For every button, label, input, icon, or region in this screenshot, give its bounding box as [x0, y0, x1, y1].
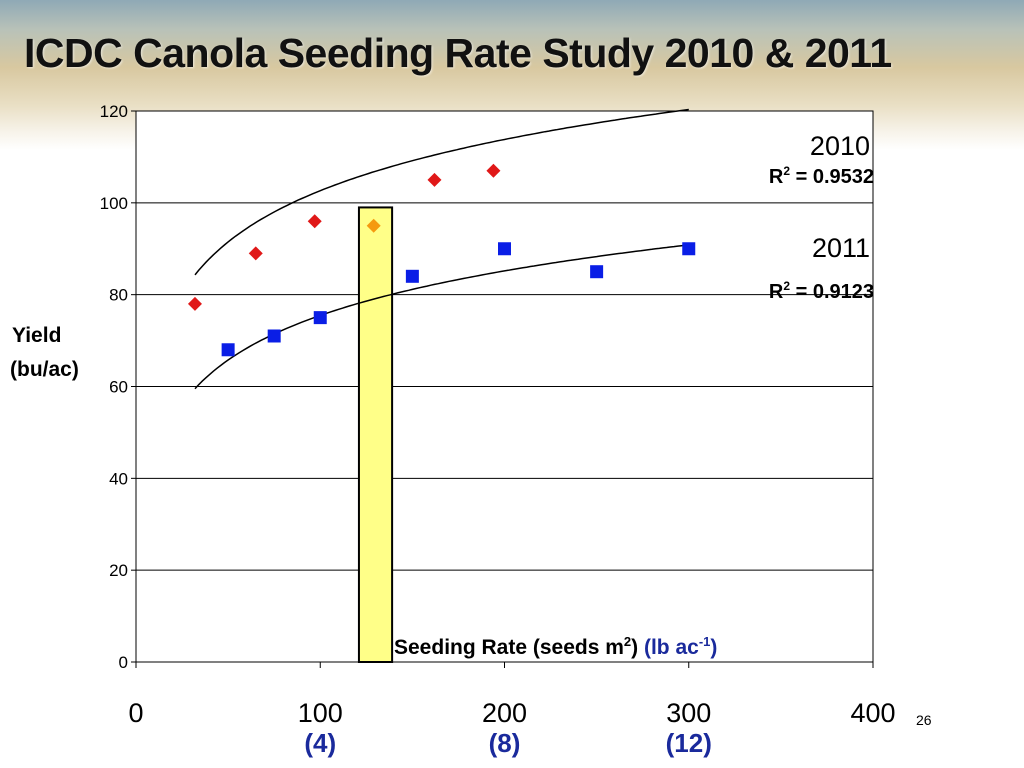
- point-2011-2: [313, 311, 327, 325]
- x-axis-title: Seeding Rate (seeds m2) (lb ac-1): [394, 634, 717, 659]
- series-label-2011: 2011: [812, 233, 870, 263]
- r2-prefix: R: [769, 166, 784, 188]
- point-2011-1: [267, 329, 281, 343]
- ytick-label-20: 20: [109, 561, 128, 580]
- y-axis-title-line2: (bu/ac): [10, 358, 79, 381]
- r2-prefix: R: [769, 281, 784, 303]
- xtick-lb-label-100: (4): [304, 728, 336, 758]
- ytick-label-80: 80: [109, 286, 128, 305]
- point-2011-6: [682, 242, 696, 256]
- x-axis-title-main: Seeding Rate (seeds m: [394, 636, 624, 659]
- ytick-label-100: 100: [100, 194, 128, 213]
- xtick-label-200: 200: [482, 698, 527, 728]
- ytick-label-60: 60: [109, 378, 128, 397]
- y-axis-title-line1: Yield: [12, 324, 61, 347]
- r2-label-2010: R2 = 0.9532: [769, 164, 874, 188]
- point-2011-4: [498, 242, 511, 256]
- trendline-2010: [194, 108, 689, 276]
- x-axis-title-alt-sup: -1: [699, 634, 711, 649]
- ytick-label-40: 40: [109, 469, 128, 488]
- r2-label-2011: R2 = 0.9123: [769, 279, 874, 303]
- point-2011-5: [590, 265, 604, 279]
- x-axis-title-alt-close: ): [710, 636, 717, 659]
- x-axis-title-alt: (lb ac: [644, 636, 699, 659]
- xtick-label-0: 0: [128, 698, 143, 728]
- r2-value: = 0.9123: [790, 281, 874, 303]
- xtick-label-300: 300: [666, 698, 711, 728]
- ytick-label-120: 120: [100, 102, 128, 121]
- r2-value: = 0.9532: [790, 166, 874, 188]
- ytick-label-0: 0: [119, 653, 128, 672]
- point-2010-0: [187, 296, 202, 311]
- r2-superscript: 2: [783, 279, 790, 293]
- r2-superscript: 2: [783, 164, 790, 178]
- point-2010-3: [427, 172, 442, 187]
- point-2011-3: [405, 269, 419, 283]
- page-title: ICDC Canola Seeding Rate Study 2010 & 20…: [24, 30, 892, 76]
- highlight-band: [357, 206, 394, 664]
- point-2010-1: [248, 246, 263, 261]
- xtick-lb-label-200: (8): [489, 728, 521, 758]
- slide-number: 26: [916, 712, 932, 728]
- xtick-label-100: 100: [298, 698, 343, 728]
- point-2010-2: [307, 214, 322, 229]
- point-2011-0: [221, 343, 235, 357]
- series-label-2010: 2010: [810, 131, 870, 161]
- x-axis-title-close: ): [631, 636, 644, 659]
- x-axis-title-sup: 2: [624, 634, 631, 649]
- highlight-point: [366, 218, 381, 233]
- xtick-lb-label-300: (12): [666, 728, 712, 758]
- xtick-label-400: 400: [850, 698, 895, 728]
- point-2010-4: [486, 163, 501, 178]
